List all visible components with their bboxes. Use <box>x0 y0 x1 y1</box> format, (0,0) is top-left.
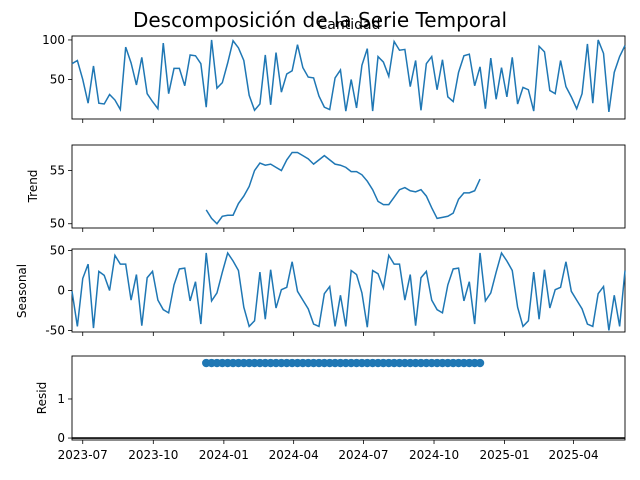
resid-point <box>475 358 485 368</box>
ytick-label: 0 <box>57 284 65 298</box>
seasonal-ylabel: Seasonal <box>15 264 29 318</box>
trend-panel: Trend 50 55 <box>26 144 626 232</box>
xtick-label: 2024-04 <box>269 448 319 462</box>
seasonal-panel: Seasonal -50 0 50 <box>15 244 626 337</box>
resid-points <box>202 358 485 368</box>
xtick-label: 2023-10 <box>128 448 178 462</box>
xtick-label: 2024-01 <box>199 448 249 462</box>
trend-ylabel: Trend <box>26 170 40 204</box>
xtick-label: 2025-04 <box>549 448 599 462</box>
ytick-label: 50 <box>50 72 65 86</box>
ytick-label: 50 <box>50 244 65 258</box>
ytick-label: 50 <box>50 217 65 231</box>
ytick-label: -50 <box>45 323 65 337</box>
seasonal-xticks <box>82 332 575 336</box>
ytick-label: 100 <box>42 33 65 47</box>
trend-yticks: 50 55 <box>50 164 72 231</box>
figure-title: Descomposición de la Serie Temporal <box>133 8 507 32</box>
xtick-label: 2023-07 <box>58 448 108 462</box>
trend-xticks <box>82 228 575 232</box>
observed-line <box>71 39 626 112</box>
seasonal-line <box>71 251 626 331</box>
trend-frame <box>71 144 626 229</box>
resid-xticks: 2023-07 2023-10 2024-01 2024-04 2024-07 2024-… <box>58 440 599 462</box>
observed-panel: Cantidad 50 100 <box>42 17 626 123</box>
xtick-label: 2024-07 <box>338 448 388 462</box>
resid-yticks: 01 <box>57 392 72 445</box>
observed-yticks: 50 100 <box>42 33 72 86</box>
observed-xticks <box>82 119 575 123</box>
observed-title: Cantidad <box>318 17 381 33</box>
ytick-label: 0 <box>57 431 65 445</box>
ytick-label: 55 <box>50 164 65 178</box>
trend-line <box>205 151 481 225</box>
resid-ylabel: Resid <box>35 382 49 414</box>
resid-frame <box>71 355 626 441</box>
xtick-label: 2025-01 <box>480 448 530 462</box>
ytick-label: 1 <box>57 392 65 406</box>
xtick-label: 2024-10 <box>409 448 459 462</box>
observed-frame <box>71 35 626 120</box>
seasonal-yticks: -50 0 50 <box>45 244 72 337</box>
resid-panel: Resid 01 2023-07 2023-10 2024-01 2024-04 202… <box>35 355 626 462</box>
